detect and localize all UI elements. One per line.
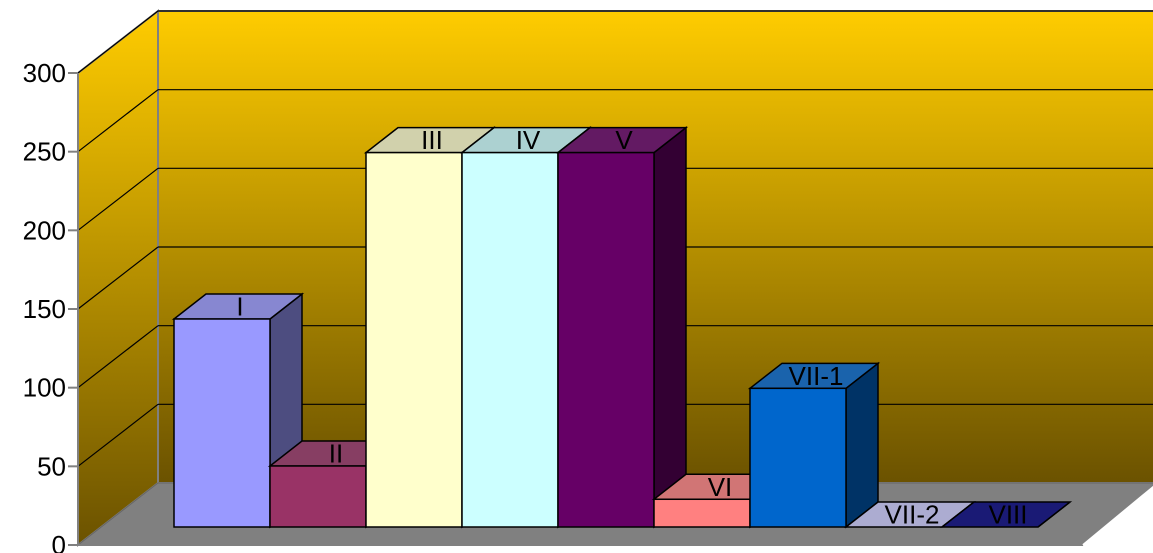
data-label: III [421,125,443,155]
bar-front [557,151,655,528]
data-label: I [236,292,243,322]
gridline-side [77,246,159,310]
bar-side [653,126,687,529]
y-tick-label: 250 [23,137,66,167]
bar-VII-1 [747,361,881,529]
gridline-side [77,89,159,153]
bar-front [365,151,463,528]
bar-front [653,498,751,528]
gridline-side [77,325,159,389]
bar-front [461,151,559,528]
data-label: II [329,438,343,468]
data-label: VII-2 [885,500,940,530]
data-label: IV [516,125,541,155]
floor-edge [1082,485,1153,546]
gridline-side [77,10,159,74]
data-label: VII-1 [789,361,844,391]
y-tick-label: 150 [23,294,66,324]
bars [171,126,1073,529]
y-tick-label: 50 [37,451,66,481]
bar-top [939,501,1073,528]
bar-VIII [939,501,1073,528]
y-tick-label: 0 [52,530,66,553]
y-tick-label: 200 [23,215,66,245]
y-tick-label: 100 [23,373,66,403]
bar-front [173,318,271,528]
bar-side [845,361,879,529]
data-label: VIII [988,500,1027,530]
y-tick-label: 300 [23,58,66,88]
gridline-side [77,403,159,467]
data-label: VI [708,472,733,502]
gridline-side [77,167,159,231]
bar-V [555,126,689,529]
bar-front [749,387,847,528]
y-axis: 0 50 100 150 200 250 300 [23,58,1153,553]
bar-front [269,465,367,528]
data-label: V [615,125,633,155]
